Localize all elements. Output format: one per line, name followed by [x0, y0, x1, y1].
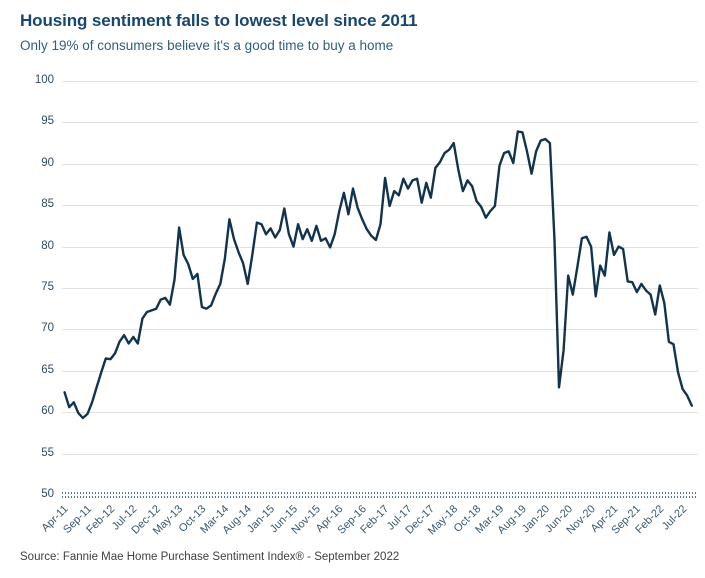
y-axis-label: 70	[41, 322, 54, 335]
y-axis-label: 80	[41, 239, 54, 252]
gridline	[62, 288, 698, 289]
y-axis-label: 65	[41, 363, 54, 376]
chart-title: Housing sentiment falls to lowest level …	[20, 11, 418, 30]
x-axis-baseline	[62, 492, 698, 498]
gridline	[62, 81, 698, 82]
gridline	[62, 246, 698, 248]
hpsi-line	[63, 130, 693, 420]
gridline	[62, 370, 698, 372]
gridline	[62, 412, 698, 414]
y-axis-label: 90	[41, 156, 54, 169]
chart-subtitle: Only 19% of consumers believe it's a goo…	[20, 38, 394, 53]
gridline	[62, 205, 698, 207]
y-axis-label: 60	[41, 405, 54, 418]
y-axis-label: 95	[41, 115, 54, 128]
source-note: Source: Fannie Mae Home Purchase Sentime…	[20, 551, 400, 563]
gridline	[62, 453, 698, 455]
y-axis-label: 75	[41, 281, 54, 293]
y-axis-label: 100	[34, 74, 54, 86]
y-axis-label: 85	[41, 198, 54, 211]
gridline	[62, 329, 698, 331]
y-axis-label: 50	[41, 488, 54, 500]
gridline	[62, 122, 698, 124]
gridline	[62, 163, 698, 165]
y-axis-label: 55	[41, 446, 54, 459]
